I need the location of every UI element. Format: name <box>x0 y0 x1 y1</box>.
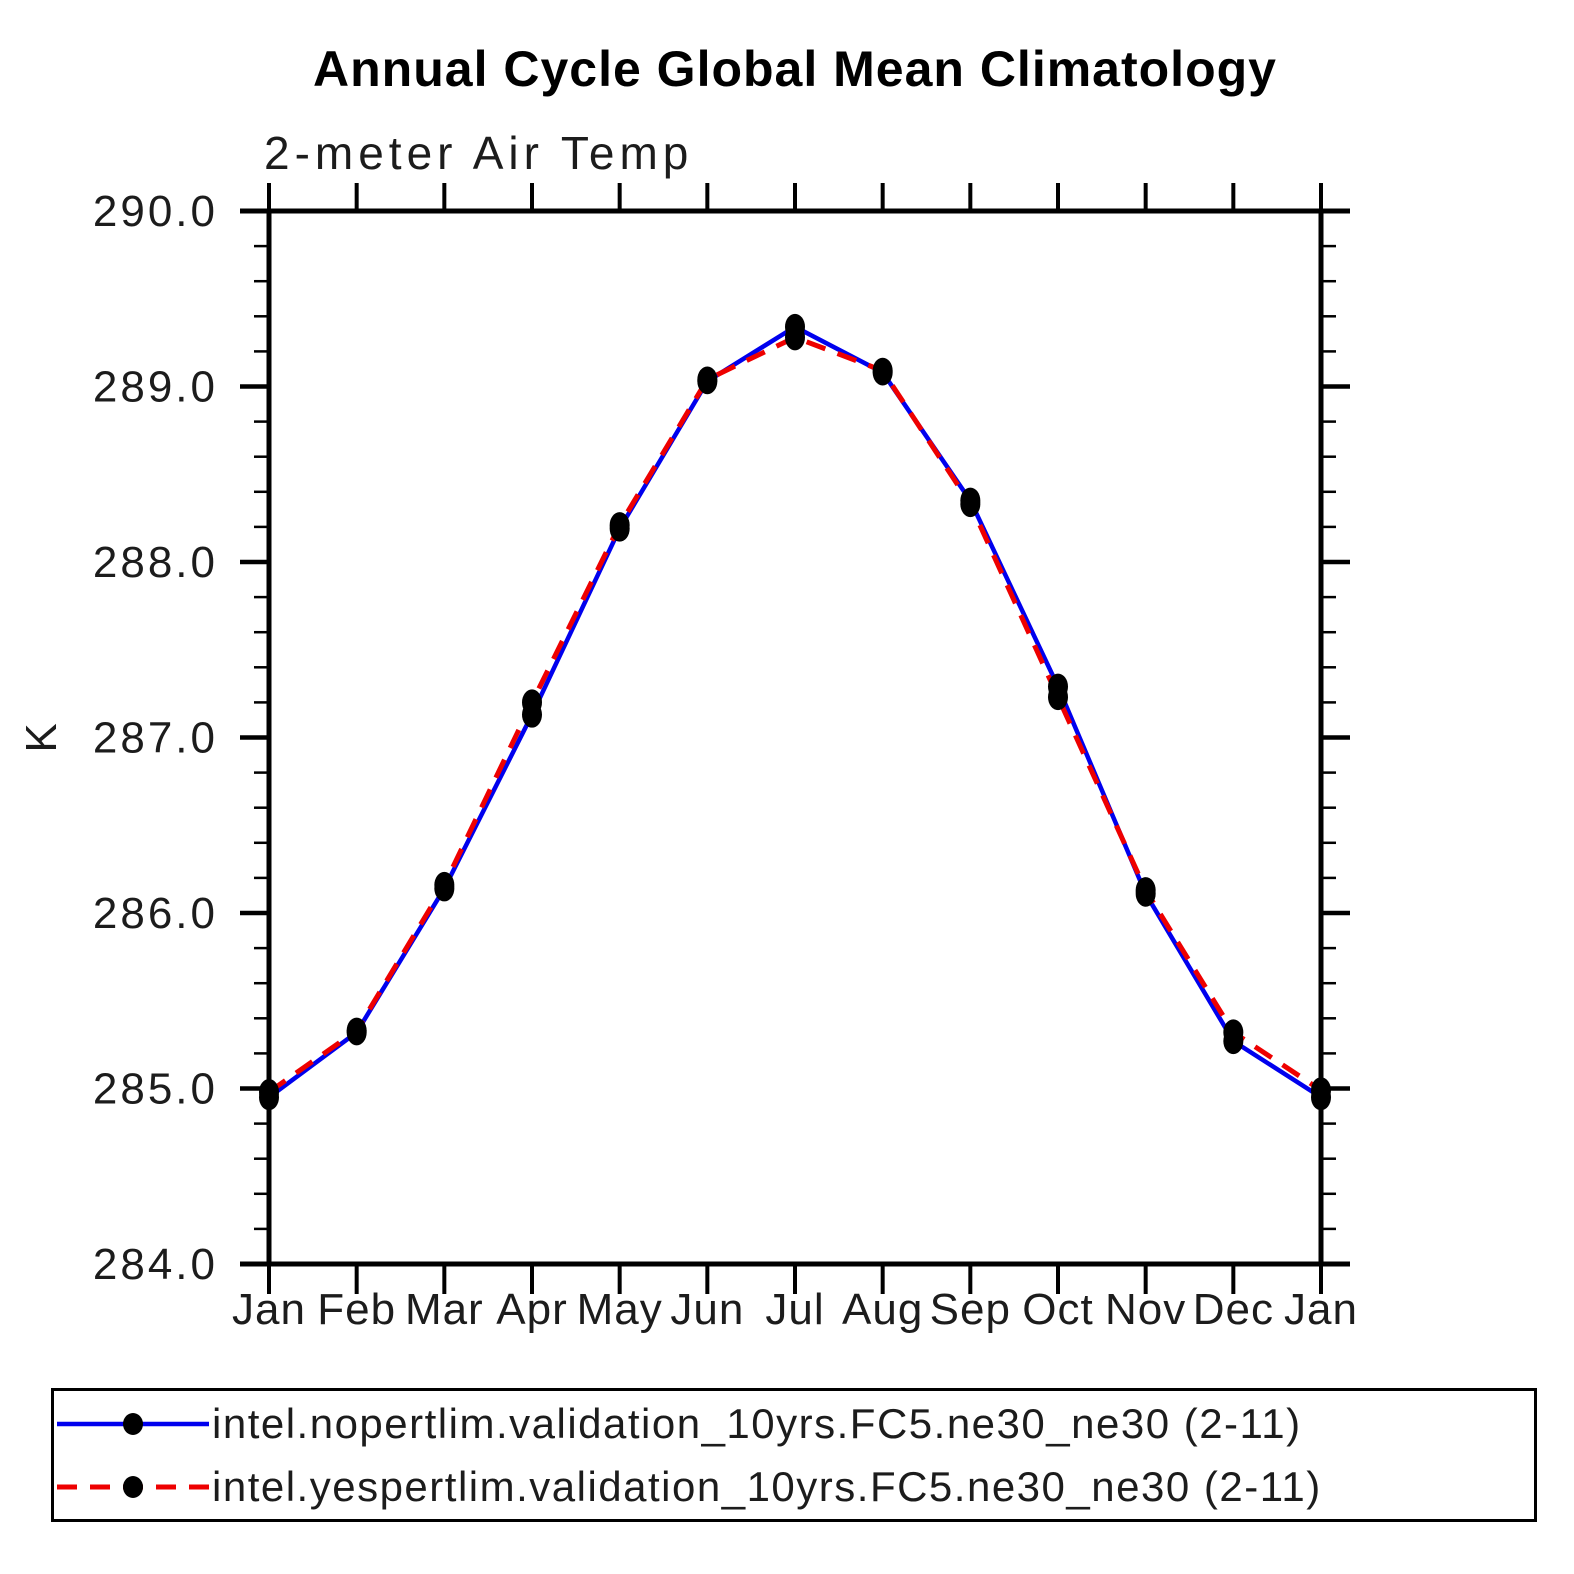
x-tick-label: May <box>577 1285 663 1334</box>
legend-series-label: intel.nopertlim.validation_10yrs.FC5.ne3… <box>212 1399 1302 1447</box>
series-marker-1 <box>960 491 981 518</box>
series-marker-1 <box>1135 877 1156 904</box>
y-axis-label: K <box>17 721 66 752</box>
legend-marker-sample <box>123 1412 143 1435</box>
x-tick-label: Jan <box>1284 1285 1358 1334</box>
series-marker-1 <box>785 324 805 351</box>
legend-item: intel.nopertlim.validation_10yrs.FC5.ne3… <box>54 1392 1534 1455</box>
series-marker-1 <box>1223 1019 1244 1046</box>
x-tick-label: Nov <box>1105 1285 1186 1334</box>
series-marker-1 <box>346 1017 367 1044</box>
series-marker-1 <box>609 512 630 539</box>
y-tick-label: 290.0 <box>93 187 218 236</box>
y-tick-label: 289.0 <box>93 363 218 412</box>
series-marker-1 <box>434 871 455 898</box>
legend: intel.nopertlim.validation_10yrs.FC5.ne3… <box>51 1388 1537 1522</box>
series-marker-1 <box>522 689 542 716</box>
series-marker-1 <box>1311 1077 1331 1104</box>
series-marker-1 <box>697 366 718 393</box>
x-tick-label: Jan <box>232 1285 306 1334</box>
y-tick-label: 286.0 <box>93 889 218 938</box>
x-tick-label: Feb <box>317 1285 396 1334</box>
x-tick-label: Oct <box>1022 1285 1093 1334</box>
series-marker-1 <box>259 1079 279 1106</box>
y-tick-label: 285.0 <box>93 1065 218 1114</box>
legend-sample <box>57 1412 209 1435</box>
x-tick-label: Aug <box>842 1285 923 1334</box>
y-tick-label: 284.0 <box>93 1240 218 1289</box>
x-tick-label: Sep <box>930 1285 1011 1334</box>
y-tick-label: 288.0 <box>93 538 218 587</box>
chart-title: Annual Cycle Global Mean Climatology <box>313 41 1277 97</box>
series-line-1 <box>267 334 1323 1095</box>
x-tick-label: Dec <box>1193 1285 1274 1334</box>
x-tick-label: Mar <box>405 1285 484 1334</box>
series-marker-1 <box>1048 684 1068 711</box>
legend-marker-sample <box>123 1475 143 1498</box>
legend-item: intel.yespertlim.validation_10yrs.FC5.ne… <box>54 1455 1534 1518</box>
legend-sample <box>57 1475 209 1498</box>
x-tick-label: Jun <box>670 1285 744 1334</box>
x-tick-label: Apr <box>496 1285 567 1334</box>
series-marker-1 <box>872 357 893 384</box>
legend-series-label: intel.yespertlim.validation_10yrs.FC5.ne… <box>212 1462 1322 1510</box>
series-line-0 <box>267 324 1323 1100</box>
y-tick-label: 287.0 <box>93 714 218 763</box>
x-tick-label: Jul <box>765 1285 824 1334</box>
chart-subtitle: 2-meter Air Temp <box>264 127 694 179</box>
